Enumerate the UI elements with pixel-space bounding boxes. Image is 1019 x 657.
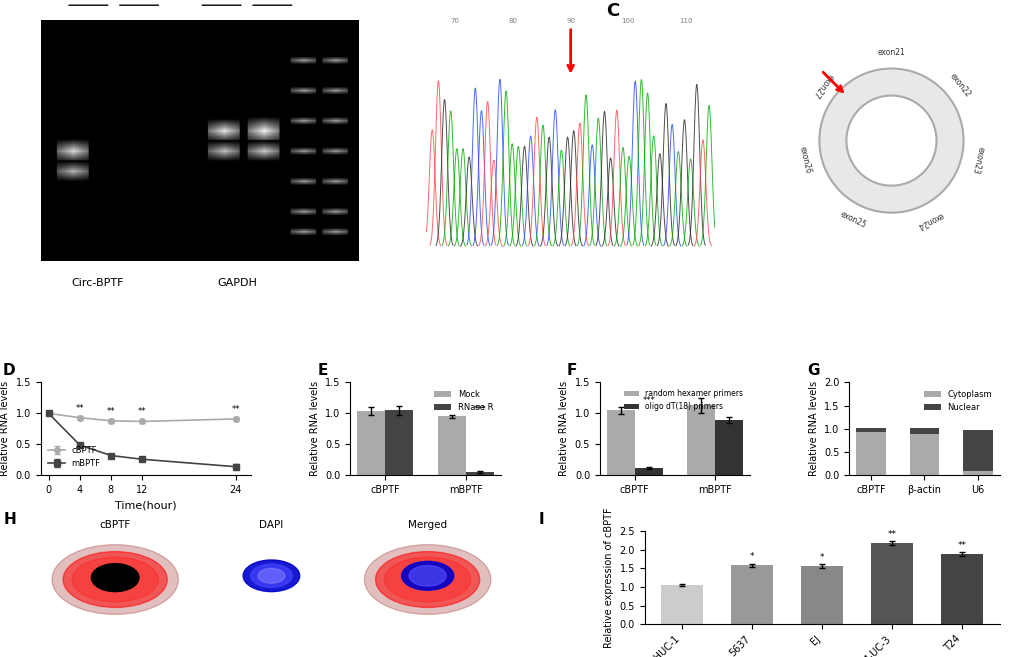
- Text: 80: 80: [508, 18, 517, 24]
- Legend: cBPTF, mBPTF: cBPTF, mBPTF: [45, 442, 104, 471]
- Text: *: *: [749, 553, 754, 561]
- Text: ***: ***: [473, 405, 486, 413]
- Text: exon27: exon27: [809, 72, 834, 99]
- Bar: [660, 585, 702, 624]
- Bar: [909, 428, 938, 434]
- Bar: [962, 430, 991, 470]
- Bar: [870, 543, 912, 624]
- Text: **: **: [138, 407, 146, 417]
- Legend: Mock, RNase R: Mock, RNase R: [431, 386, 496, 415]
- Text: 90: 90: [566, 18, 575, 24]
- Y-axis label: Relative expression of cBPTF: Relative expression of cBPTF: [603, 507, 613, 648]
- Ellipse shape: [375, 552, 479, 608]
- Ellipse shape: [258, 568, 284, 583]
- Text: H: H: [4, 512, 16, 527]
- Ellipse shape: [384, 557, 471, 602]
- Y-axis label: Relative RNA levels: Relative RNA levels: [310, 381, 319, 476]
- Text: exon23: exon23: [969, 146, 984, 175]
- Ellipse shape: [409, 566, 445, 586]
- X-axis label: Time(hour): Time(hour): [115, 501, 176, 510]
- Bar: [855, 428, 884, 432]
- Text: E: E: [317, 363, 327, 378]
- Text: ***: ***: [642, 396, 654, 405]
- Text: exon21: exon21: [876, 48, 905, 57]
- Bar: [357, 411, 385, 476]
- Bar: [606, 410, 634, 476]
- Bar: [385, 410, 413, 476]
- Ellipse shape: [364, 545, 490, 614]
- Text: exon25: exon25: [838, 210, 867, 230]
- Y-axis label: Relative RNA levels: Relative RNA levels: [808, 381, 818, 476]
- Text: D: D: [3, 363, 15, 378]
- Text: I: I: [538, 512, 543, 527]
- Text: F: F: [567, 363, 577, 378]
- Text: 70: 70: [450, 18, 460, 24]
- Bar: [634, 468, 662, 476]
- Y-axis label: Relative RNA levels: Relative RNA levels: [0, 381, 10, 476]
- Bar: [687, 405, 714, 476]
- Bar: [731, 566, 772, 624]
- Bar: [714, 420, 743, 476]
- Ellipse shape: [251, 564, 292, 587]
- Bar: [909, 434, 938, 476]
- Ellipse shape: [52, 545, 178, 614]
- Text: **: **: [231, 405, 239, 414]
- Text: 100: 100: [621, 18, 635, 24]
- Legend: Cytoplasm, Nuclear: Cytoplasm, Nuclear: [920, 386, 995, 415]
- Text: exon24: exon24: [914, 210, 944, 230]
- Text: GAPDH: GAPDH: [217, 278, 257, 288]
- Title: cBPTF: cBPTF: [100, 520, 130, 530]
- Text: **: **: [887, 530, 896, 539]
- Title: DAPI: DAPI: [259, 520, 283, 530]
- Bar: [800, 566, 843, 624]
- Text: A: A: [50, 0, 64, 4]
- Ellipse shape: [401, 561, 453, 590]
- Bar: [437, 417, 466, 476]
- Ellipse shape: [243, 560, 300, 591]
- Text: C: C: [605, 2, 619, 20]
- Bar: [855, 432, 884, 476]
- Y-axis label: Relative RNA levels: Relative RNA levels: [558, 381, 569, 476]
- Text: B: B: [412, 0, 425, 4]
- Text: *: *: [819, 553, 823, 562]
- Bar: [941, 555, 982, 624]
- Bar: [962, 470, 991, 476]
- Bar: [466, 472, 493, 476]
- Text: exon26: exon26: [797, 146, 812, 175]
- Text: Circ-BPTF: Circ-BPTF: [71, 278, 124, 288]
- Text: G: G: [806, 363, 819, 378]
- Text: exon22: exon22: [948, 72, 972, 99]
- Ellipse shape: [92, 564, 139, 591]
- Text: 110: 110: [679, 18, 692, 24]
- Legend: random hexamer primers, oligo dT(18) primers: random hexamer primers, oligo dT(18) pri…: [621, 386, 746, 414]
- Title: Merged: Merged: [408, 520, 446, 530]
- Ellipse shape: [63, 552, 167, 608]
- Ellipse shape: [72, 557, 158, 602]
- Text: **: **: [107, 407, 115, 416]
- Text: **: **: [957, 541, 966, 550]
- Text: **: **: [75, 404, 84, 413]
